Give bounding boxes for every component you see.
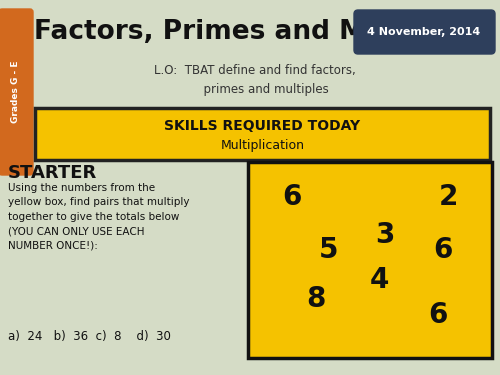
Text: Using the numbers from the
yellow box, find pairs that multiply
together to give: Using the numbers from the yellow box, f…	[8, 183, 190, 250]
Text: 5: 5	[319, 236, 338, 264]
Text: 8: 8	[306, 285, 326, 313]
FancyBboxPatch shape	[354, 10, 495, 54]
Text: STARTER: STARTER	[8, 164, 97, 182]
Text: 4: 4	[370, 266, 390, 294]
Text: 6: 6	[434, 236, 453, 264]
FancyBboxPatch shape	[0, 9, 33, 175]
Text: SKILLS REQUIRED TODAY: SKILLS REQUIRED TODAY	[164, 119, 360, 133]
Text: 3: 3	[375, 220, 394, 249]
Text: Grades G - E: Grades G - E	[12, 61, 20, 123]
Bar	[248, 162, 492, 358]
Text: 6: 6	[428, 301, 448, 329]
Text: L.O:  TBAT define and find factors,
      primes and multiples: L.O: TBAT define and find factors, prime…	[154, 64, 356, 96]
Text: Factors, Primes and Multiples: Factors, Primes and Multiples	[34, 19, 476, 45]
Text: 4 November, 2014: 4 November, 2014	[368, 27, 480, 37]
Bar	[35, 108, 490, 160]
Text: 6: 6	[282, 183, 302, 211]
Text: Multiplication: Multiplication	[220, 140, 304, 153]
Text: a)  24   b)  36  c)  8    d)  30: a) 24 b) 36 c) 8 d) 30	[8, 330, 171, 343]
Text: 2: 2	[438, 183, 458, 211]
